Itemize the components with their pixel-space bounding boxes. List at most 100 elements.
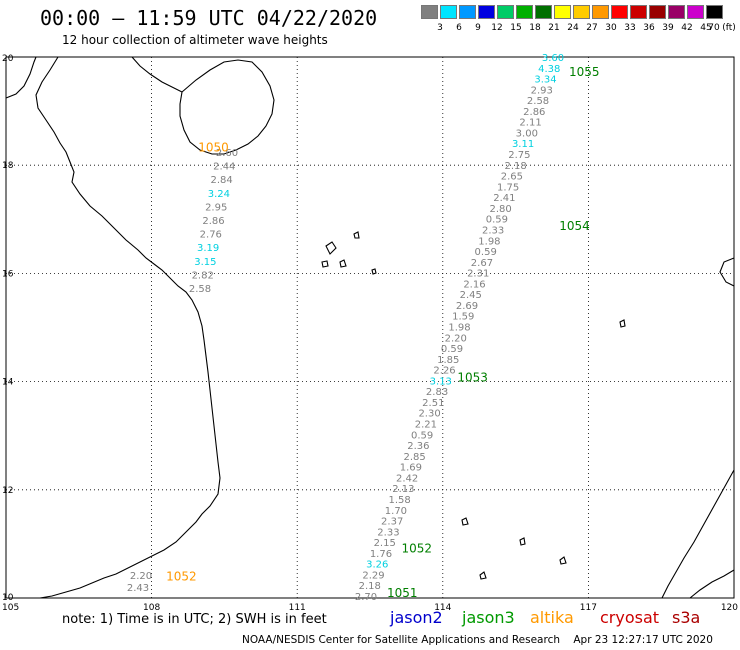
- reef: [479, 571, 487, 580]
- legend-label: 70: [708, 23, 720, 33]
- satellite-name: jason2: [390, 608, 443, 627]
- wave-height-value: 0.59: [441, 344, 463, 355]
- wave-height-value: 1.75: [497, 182, 519, 193]
- reef: [619, 319, 626, 328]
- legend-swatch: [497, 5, 514, 19]
- legend-label: 36: [643, 23, 655, 33]
- lat-lon-grid: [6, 57, 734, 598]
- wave-height-value: 2.18: [504, 161, 526, 172]
- wave-height-value: 2.84: [210, 175, 232, 186]
- wave-height-value: 2.16: [463, 279, 485, 290]
- wave-height-value: 0.59: [486, 215, 508, 226]
- wave-height-value: 2.85: [403, 452, 425, 463]
- footer-note: note: 1) Time is in UTC; 2) SWH is in fe…: [62, 612, 327, 627]
- wave-height-value: 4.38: [538, 64, 560, 75]
- wave-height-value: 3.15: [194, 257, 216, 268]
- legend-swatch: [421, 5, 438, 19]
- wave-height-value: 2.86: [523, 107, 545, 118]
- wave-height-value: 3.13: [430, 376, 452, 387]
- wave-height-value: 1.98: [448, 323, 470, 334]
- legend-label: 24: [567, 23, 579, 33]
- islet: [353, 231, 360, 239]
- wave-height-value: 2.80: [490, 204, 512, 215]
- lon-tick-label: 120: [721, 603, 738, 613]
- wave-height-value: 2.36: [407, 441, 429, 452]
- reef: [461, 517, 469, 526]
- mainland-coastline: [35, 56, 221, 599]
- map-subtitle: 12 hour collection of altimeter wave hei…: [62, 33, 328, 47]
- wave-height-value: 2.20: [445, 333, 467, 344]
- wave-height-value: 3.24: [208, 189, 230, 200]
- islet: [339, 259, 347, 268]
- legend-swatch: [478, 5, 495, 19]
- pass-number: 1051: [387, 586, 418, 600]
- legend-swatch: [649, 5, 666, 19]
- wave-height-value: 3.00: [516, 128, 538, 139]
- legend-swatch: [592, 5, 609, 19]
- coastlines: [5, 56, 735, 599]
- reef: [519, 537, 526, 546]
- wave-height-value: 2.41: [493, 193, 515, 204]
- lat-tick-label: 18: [2, 161, 14, 171]
- southern-reef: [689, 569, 735, 599]
- islet: [321, 260, 329, 268]
- pass-labels: 1050 1052 1055 1054 1053 1052 1051: [166, 65, 599, 600]
- pass-number: 1050: [198, 141, 229, 155]
- lat-tick-label: 12: [2, 486, 13, 496]
- legend-swatch: [459, 5, 476, 19]
- wave-height-value: 3.11: [512, 139, 534, 150]
- wave-height-value: 2.30: [418, 409, 440, 420]
- wave-height-value: 2.83: [426, 387, 448, 398]
- lat-tick-label: 10: [2, 593, 14, 603]
- legend-swatch: [706, 5, 723, 19]
- wave-height-value: 2.43: [127, 583, 149, 594]
- legend-swatch: [554, 5, 571, 19]
- lon-tick-label: 117: [580, 603, 597, 613]
- axis-tick-labels: 105 108 111 114 117 120 20 18 16 14 12 10: [2, 54, 738, 613]
- lon-tick-label: 111: [289, 603, 306, 613]
- credit-line: NOAA/NESDIS Center for Satellite Applica…: [242, 634, 713, 646]
- wave-height-value: 2.67: [471, 258, 493, 269]
- legend-label: 30: [605, 23, 617, 33]
- wave-height-value: 0.59: [475, 247, 497, 258]
- pass-number: 1054: [559, 219, 590, 233]
- wave-height-value: 2.21: [415, 420, 437, 431]
- wave-height-value: 1.70: [385, 506, 407, 517]
- wave-height-value: 3.19: [197, 243, 219, 254]
- reef: [559, 556, 567, 565]
- wave-height-value: 2.82: [192, 270, 214, 281]
- wave-height-value: 2.60: [216, 148, 238, 159]
- legend-label: 45: [700, 23, 712, 33]
- wave-height-value: 2.31: [467, 269, 489, 280]
- legend-label: 18: [529, 23, 541, 33]
- satellite-name: s3a: [672, 608, 701, 627]
- wave-height-value: 2.20: [130, 571, 152, 582]
- legend-label: 12: [491, 23, 503, 33]
- wave-height-value: 1.98: [478, 236, 500, 247]
- wave-height-value: 2.45: [460, 290, 482, 301]
- islet: [325, 241, 337, 255]
- wave-height-value: 2.76: [200, 230, 222, 241]
- legend-label: 3: [437, 23, 443, 33]
- pass-number: 1055: [569, 65, 600, 79]
- wave-height-value: 2.11: [519, 118, 541, 129]
- hainan-coastline: [179, 59, 275, 155]
- wave-height-value: 2.51: [422, 398, 444, 409]
- legend-label: 9: [475, 23, 481, 33]
- legend-label: 39: [662, 23, 674, 33]
- islet: [371, 268, 377, 275]
- legend-label: 6: [456, 23, 462, 33]
- wave-height-value: 2.15: [374, 538, 396, 549]
- palawan-coastline: [661, 469, 735, 599]
- satellite-name: altika: [530, 608, 574, 627]
- satellite-name: cryosat: [600, 608, 660, 627]
- wave-height-value: 2.95: [205, 202, 227, 213]
- lon-tick-label: 108: [143, 603, 160, 613]
- legend-swatch: [535, 5, 552, 19]
- legend-swatch: [687, 5, 704, 19]
- map-frame: [5, 56, 735, 599]
- legend-swatch: [440, 5, 457, 19]
- lat-tick-label: 14: [2, 378, 14, 388]
- pass-number: 1053: [457, 371, 488, 385]
